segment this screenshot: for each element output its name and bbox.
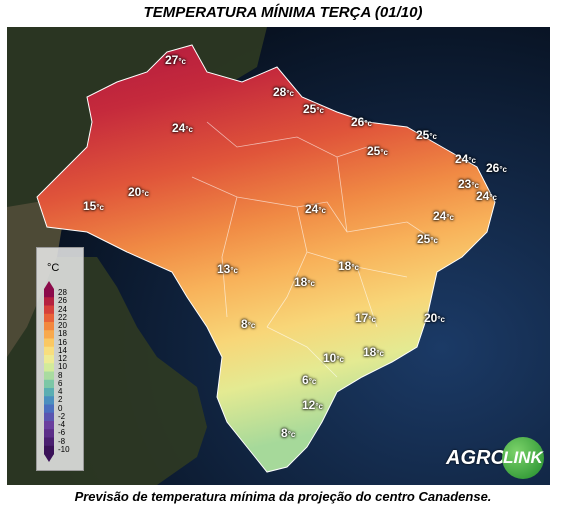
legend-tick-label: 2 [58,395,63,405]
legend-tick-label: 8 [58,370,63,380]
temp-label: 25°c [367,144,389,158]
temp-label: 13°c [217,262,239,276]
temp-label: 25°c [417,232,439,246]
temp-label: 27°c [165,53,187,67]
legend-tick-label: 0 [58,403,63,413]
legend-tick-label: -6 [58,428,66,438]
legend-tick-label: 12 [58,354,67,364]
temp-label: 8°c [281,426,296,440]
legend-swatch [44,429,54,438]
legend-tick-label: 28 [58,288,67,298]
legend-swatch [44,445,54,455]
legend-tick-label: 24 [58,304,67,314]
legend-swatch [44,322,54,331]
legend-swatch [44,330,54,339]
legend-swatch [44,412,54,422]
temp-label: 24°c [455,152,477,166]
agrolink-logo: AGRO LINK [446,437,544,479]
legend-swatch [44,346,54,356]
legend-swatch [44,313,54,323]
temp-label: 15°c [83,199,105,213]
legend-swatch [44,396,54,405]
legend-swatch [44,421,54,430]
temp-label: 18°c [338,259,360,273]
logo-circle: LINK [502,437,544,479]
legend-swatch [44,363,54,372]
legend-swatch [44,355,54,364]
state-borders [191,121,438,378]
map-graphic [7,27,550,485]
temp-label: 18°c [294,275,316,289]
temp-label: 24°c [305,202,327,216]
legend-tick-label: -10 [58,444,70,454]
legend-tick-label: 4 [58,387,63,397]
temp-label: 18°c [363,345,385,359]
legend-swatch [44,297,54,306]
temp-label: 12°c [302,398,324,412]
legend-tick-label: 10 [58,362,67,372]
temp-label: 20°c [128,185,150,199]
legend-tick-label: 14 [58,345,67,355]
legend-swatch [44,388,54,397]
temp-label: 28°c [273,85,295,99]
temp-label: 6°c [302,373,317,387]
legend-tick-label: -8 [58,436,66,446]
legend-colorbar [44,281,54,462]
temp-label: 10°c [323,351,345,365]
legend-swatch [44,289,54,298]
temp-label: 24°c [172,121,194,135]
legend-tick-label: 18 [58,329,67,339]
temp-label: 24°c [476,189,498,203]
temp-label: 8°c [241,317,256,331]
legend-tick-label: 26 [58,296,67,306]
legend-unit: °C [47,262,60,274]
logo-agro-text: AGRO [446,446,506,469]
temp-label: 26°c [486,161,508,175]
temp-label: 24°c [433,209,455,223]
legend-swatch [44,379,54,389]
temp-label: 23°c [458,177,480,191]
legend-swatch [44,404,54,414]
legend-swatch [44,305,54,315]
legend-swatch [44,338,54,348]
legend-arrow-top [44,281,54,289]
map-title: TEMPERATURA MÍNIMA TERÇA (01/10) [143,4,423,21]
legend-tick-label: 22 [58,312,67,322]
legend-swatch [44,437,54,447]
color-legend: °C 28 26 24 22 20 18 16 14 12 10 8 6 4 2 0 -2 -4 -6 -8 -10 [36,247,84,471]
brazil-heat [36,44,496,473]
temp-label: 26°c [351,115,373,129]
temperature-map [7,27,550,485]
logo-link-text: LINK [503,448,543,467]
temp-label: 25°c [416,128,438,142]
legend-tick-label: 6 [58,378,63,388]
temp-label: 20°c [424,311,446,325]
legend-arrow-bottom [44,454,54,462]
temp-label: 17°c [355,311,377,325]
map-caption: Previsão de temperatura mínima da projeç… [74,489,492,504]
legend-swatch [44,371,54,381]
temp-label: 25°c [303,102,325,116]
legend-tick-label: 20 [58,321,67,331]
legend-tick-label: -4 [58,420,66,430]
legend-tick-label: -2 [58,411,66,421]
legend-tick-label: 16 [58,337,67,347]
